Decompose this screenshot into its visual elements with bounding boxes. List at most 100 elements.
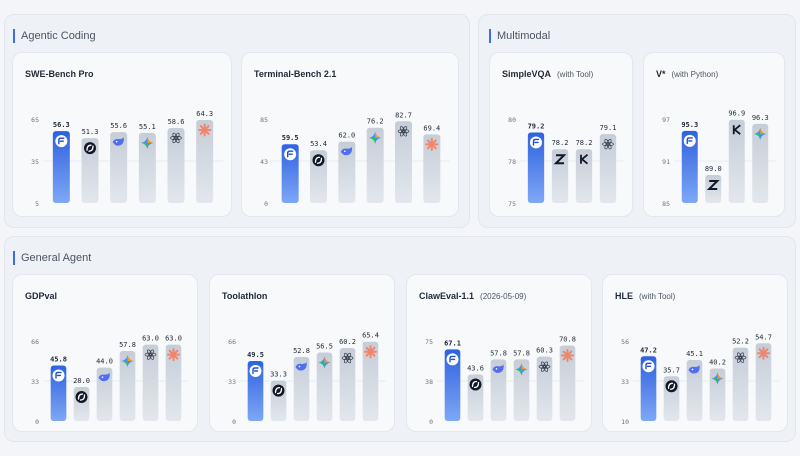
bar-group: 55.1 bbox=[138, 123, 156, 203]
swirl-logo-icon bbox=[272, 384, 285, 397]
bar bbox=[490, 359, 507, 421]
value-label: 55.6 bbox=[110, 122, 127, 130]
burst-logo-icon bbox=[561, 348, 574, 362]
bar-highlight bbox=[444, 349, 461, 421]
y-tick-label: 10 bbox=[621, 418, 629, 426]
whale-logo-icon bbox=[340, 146, 353, 156]
bar-group: 95.3 bbox=[681, 121, 698, 203]
value-label: 49.5 bbox=[247, 351, 264, 359]
brand-logo-icon bbox=[683, 134, 696, 147]
bar-group: 59.5 bbox=[281, 134, 299, 203]
value-label: 62.0 bbox=[338, 132, 355, 140]
bar-group: 57.8 bbox=[490, 349, 507, 421]
bar-group: 78.2 bbox=[576, 139, 593, 203]
bar bbox=[110, 132, 128, 203]
chart-card-swe-bench-pro: SWE-Bench Pro 65 35 5 56.3 51.3 55.6 55.1 58.6 6… bbox=[12, 52, 232, 217]
bar bbox=[423, 134, 441, 203]
value-label: 52.2 bbox=[732, 338, 749, 346]
chart-card-claweval: ClawEval-1.1 (2026-05-09) 75 38 0 67.1 43.6 57… bbox=[406, 274, 592, 432]
swirl-logo-icon bbox=[312, 154, 325, 167]
bar-group: 58.6 bbox=[167, 118, 185, 203]
chart-subtitle: (with Python) bbox=[671, 70, 719, 79]
bar-group: 60.2 bbox=[339, 338, 356, 421]
value-label: 56.3 bbox=[53, 121, 70, 129]
sparkle-logo-icon bbox=[711, 372, 724, 385]
openai-logo-icon bbox=[538, 361, 551, 372]
y-tick-label: 85 bbox=[662, 200, 670, 208]
bar bbox=[551, 149, 569, 203]
chart-title: GDPval bbox=[25, 291, 58, 301]
bar-group: 33.3 bbox=[270, 371, 287, 421]
swirl-logo-icon bbox=[84, 142, 96, 155]
y-tick-label: 75 bbox=[425, 338, 433, 346]
bar-chart: 75 38 0 67.1 43.6 57.8 57.8 60.3 70.8 bbox=[425, 335, 583, 426]
openai-logo-icon bbox=[602, 138, 614, 150]
chart-card-v-star: V* (with Python) 97 91 85 95.3 89.0 96.9 96.3 bbox=[643, 52, 785, 217]
value-label: 69.4 bbox=[423, 124, 440, 132]
value-label: 43.6 bbox=[467, 364, 484, 372]
y-tick-label: 33 bbox=[31, 378, 39, 386]
value-label: 67.1 bbox=[444, 339, 461, 347]
bar-group: 78.2 bbox=[551, 139, 569, 203]
bar bbox=[196, 119, 214, 203]
chart-subtitle: (2026-05-09) bbox=[480, 292, 527, 301]
bar-group: 64.3 bbox=[196, 110, 214, 203]
chart-card-hle: HLE (with Tool) 56 33 10 47.2 35.7 45.1 40.2 52.… bbox=[602, 274, 788, 432]
value-label: 58.6 bbox=[168, 118, 185, 126]
bar-group: 60.3 bbox=[536, 347, 553, 421]
whale-logo-icon bbox=[112, 137, 124, 146]
bar-group: 82.7 bbox=[395, 111, 412, 203]
openai-logo-icon bbox=[144, 349, 157, 360]
bar-group: 56.5 bbox=[316, 343, 333, 421]
value-label: 63.0 bbox=[165, 335, 182, 343]
sparkle-logo-icon bbox=[318, 356, 331, 369]
value-label: 53.4 bbox=[310, 140, 327, 148]
bar bbox=[339, 348, 356, 421]
bar-group: 43.6 bbox=[467, 364, 484, 421]
bar bbox=[755, 343, 772, 421]
bar bbox=[316, 352, 333, 421]
burst-logo-icon bbox=[425, 137, 439, 151]
y-tick-label: 35 bbox=[31, 158, 39, 166]
chart-title: Toolathlon bbox=[222, 291, 268, 301]
bar-group: 53.4 bbox=[310, 140, 327, 203]
value-label: 79.2 bbox=[528, 122, 545, 130]
y-tick-label: 97 bbox=[662, 116, 670, 124]
swirl-logo-icon bbox=[75, 391, 88, 404]
value-label: 52.8 bbox=[293, 347, 310, 355]
chart-card-gdpval: GDPval 66 33 0 45.8 28.0 44.0 57.8 63.0 63.0 bbox=[12, 274, 198, 432]
value-label: 55.1 bbox=[139, 123, 156, 131]
bar bbox=[138, 132, 156, 203]
bar-group: 79.1 bbox=[600, 124, 616, 203]
y-tick-label: 66 bbox=[228, 338, 236, 346]
y-tick-label: 0 bbox=[232, 418, 236, 426]
bar-highlight bbox=[640, 356, 657, 421]
swirl-logo-icon bbox=[469, 378, 482, 391]
openai-logo-icon bbox=[734, 352, 747, 363]
y-tick-label: 75 bbox=[508, 200, 516, 208]
burst-logo-icon bbox=[364, 345, 377, 359]
bar-group: 55.6 bbox=[110, 122, 128, 203]
sparkle-logo-icon bbox=[141, 136, 154, 149]
section-title: Agentic Coding bbox=[13, 29, 96, 43]
brand-logo-icon bbox=[284, 148, 297, 161]
y-tick-label: 33 bbox=[228, 378, 236, 386]
whale-logo-icon bbox=[98, 372, 110, 382]
bar-group: 63.0 bbox=[165, 335, 182, 421]
sparkle-logo-icon bbox=[515, 363, 528, 376]
value-label: 35.7 bbox=[663, 366, 680, 374]
chart-title: SWE-Bench Pro bbox=[25, 69, 94, 79]
bar-group: 62.0 bbox=[338, 132, 356, 203]
bar bbox=[338, 141, 356, 203]
value-label: 57.8 bbox=[119, 341, 136, 349]
chart-title: V* bbox=[656, 69, 666, 79]
bar-chart: 85 43 0 59.5 53.4 62.0 76.2 82.7 69.4 bbox=[260, 111, 450, 208]
value-label: 78.2 bbox=[576, 139, 593, 147]
bar-group: 40.2 bbox=[709, 358, 726, 421]
value-label: 47.2 bbox=[640, 346, 657, 354]
bar bbox=[167, 127, 185, 203]
bar-chart: 66 33 0 49.5 33.3 52.8 56.5 60.2 65.4 bbox=[228, 332, 386, 426]
value-label: 60.3 bbox=[536, 347, 553, 355]
y-tick-label: 91 bbox=[662, 158, 670, 166]
bar-group: 52.2 bbox=[732, 338, 749, 421]
